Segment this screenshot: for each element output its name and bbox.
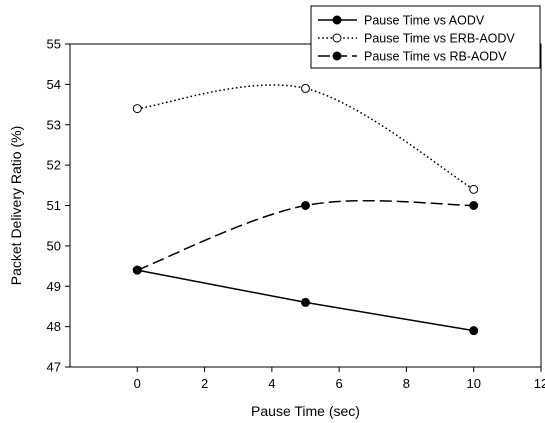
legend-marker bbox=[332, 15, 342, 25]
y-tick-label: 49 bbox=[47, 279, 61, 294]
y-axis-title: Packet Delivery Ratio (%) bbox=[8, 126, 24, 286]
series-2 bbox=[132, 83, 479, 194]
y-tick-label: 55 bbox=[47, 37, 61, 52]
y-tick-label: 50 bbox=[47, 238, 61, 253]
series-layer bbox=[132, 83, 479, 336]
y-tick-label: 48 bbox=[47, 319, 61, 334]
legend: Pause Time vs AODV Pause Time vs ERB-AODV… bbox=[310, 5, 541, 69]
x-tick-label: 0 bbox=[134, 376, 141, 391]
data-point bbox=[469, 184, 479, 194]
x-axis: 0 2 4 6 8 10 12 bbox=[134, 367, 545, 391]
legend-label: Pause Time vs RB-AODV bbox=[364, 50, 507, 64]
data-point bbox=[301, 297, 310, 307]
series-1 bbox=[132, 265, 479, 336]
y-tick-label: 51 bbox=[47, 198, 61, 213]
data-point bbox=[301, 201, 310, 210]
x-tick-label: 12 bbox=[534, 376, 545, 391]
x-tick-label: 10 bbox=[466, 376, 480, 391]
data-point bbox=[132, 104, 142, 114]
x-axis-title: Pause Time (sec) bbox=[251, 403, 360, 419]
legend-label: Pause Time vs AODV bbox=[364, 14, 485, 28]
legend-item: Pause Time vs RB-AODV bbox=[318, 50, 507, 64]
y-tick-label: 53 bbox=[47, 117, 61, 132]
legend-label: Pause Time vs ERB-AODV bbox=[364, 32, 515, 46]
legend-item: Pause Time vs ERB-AODV bbox=[318, 32, 515, 46]
data-point bbox=[301, 83, 310, 93]
y-tick-label: 54 bbox=[47, 77, 61, 92]
legend-marker bbox=[332, 51, 342, 61]
data-point bbox=[469, 201, 479, 210]
y-axis: 47 48 49 50 51 52 53 54 55 bbox=[47, 37, 70, 375]
data-point bbox=[132, 265, 142, 275]
x-tick-label: 4 bbox=[268, 376, 275, 391]
y-tick-label: 47 bbox=[47, 360, 61, 375]
data-point bbox=[469, 326, 479, 336]
legend-marker bbox=[332, 33, 342, 43]
series-3 bbox=[132, 199, 479, 275]
x-tick-label: 8 bbox=[403, 376, 410, 391]
series-line bbox=[137, 199, 474, 271]
series-line bbox=[137, 84, 475, 190]
legend-item: Pause Time vs AODV bbox=[318, 14, 485, 28]
y-tick-label: 52 bbox=[47, 158, 61, 173]
legend-box bbox=[310, 5, 541, 69]
x-tick-label: 6 bbox=[336, 376, 343, 391]
x-tick-label: 2 bbox=[201, 376, 208, 391]
